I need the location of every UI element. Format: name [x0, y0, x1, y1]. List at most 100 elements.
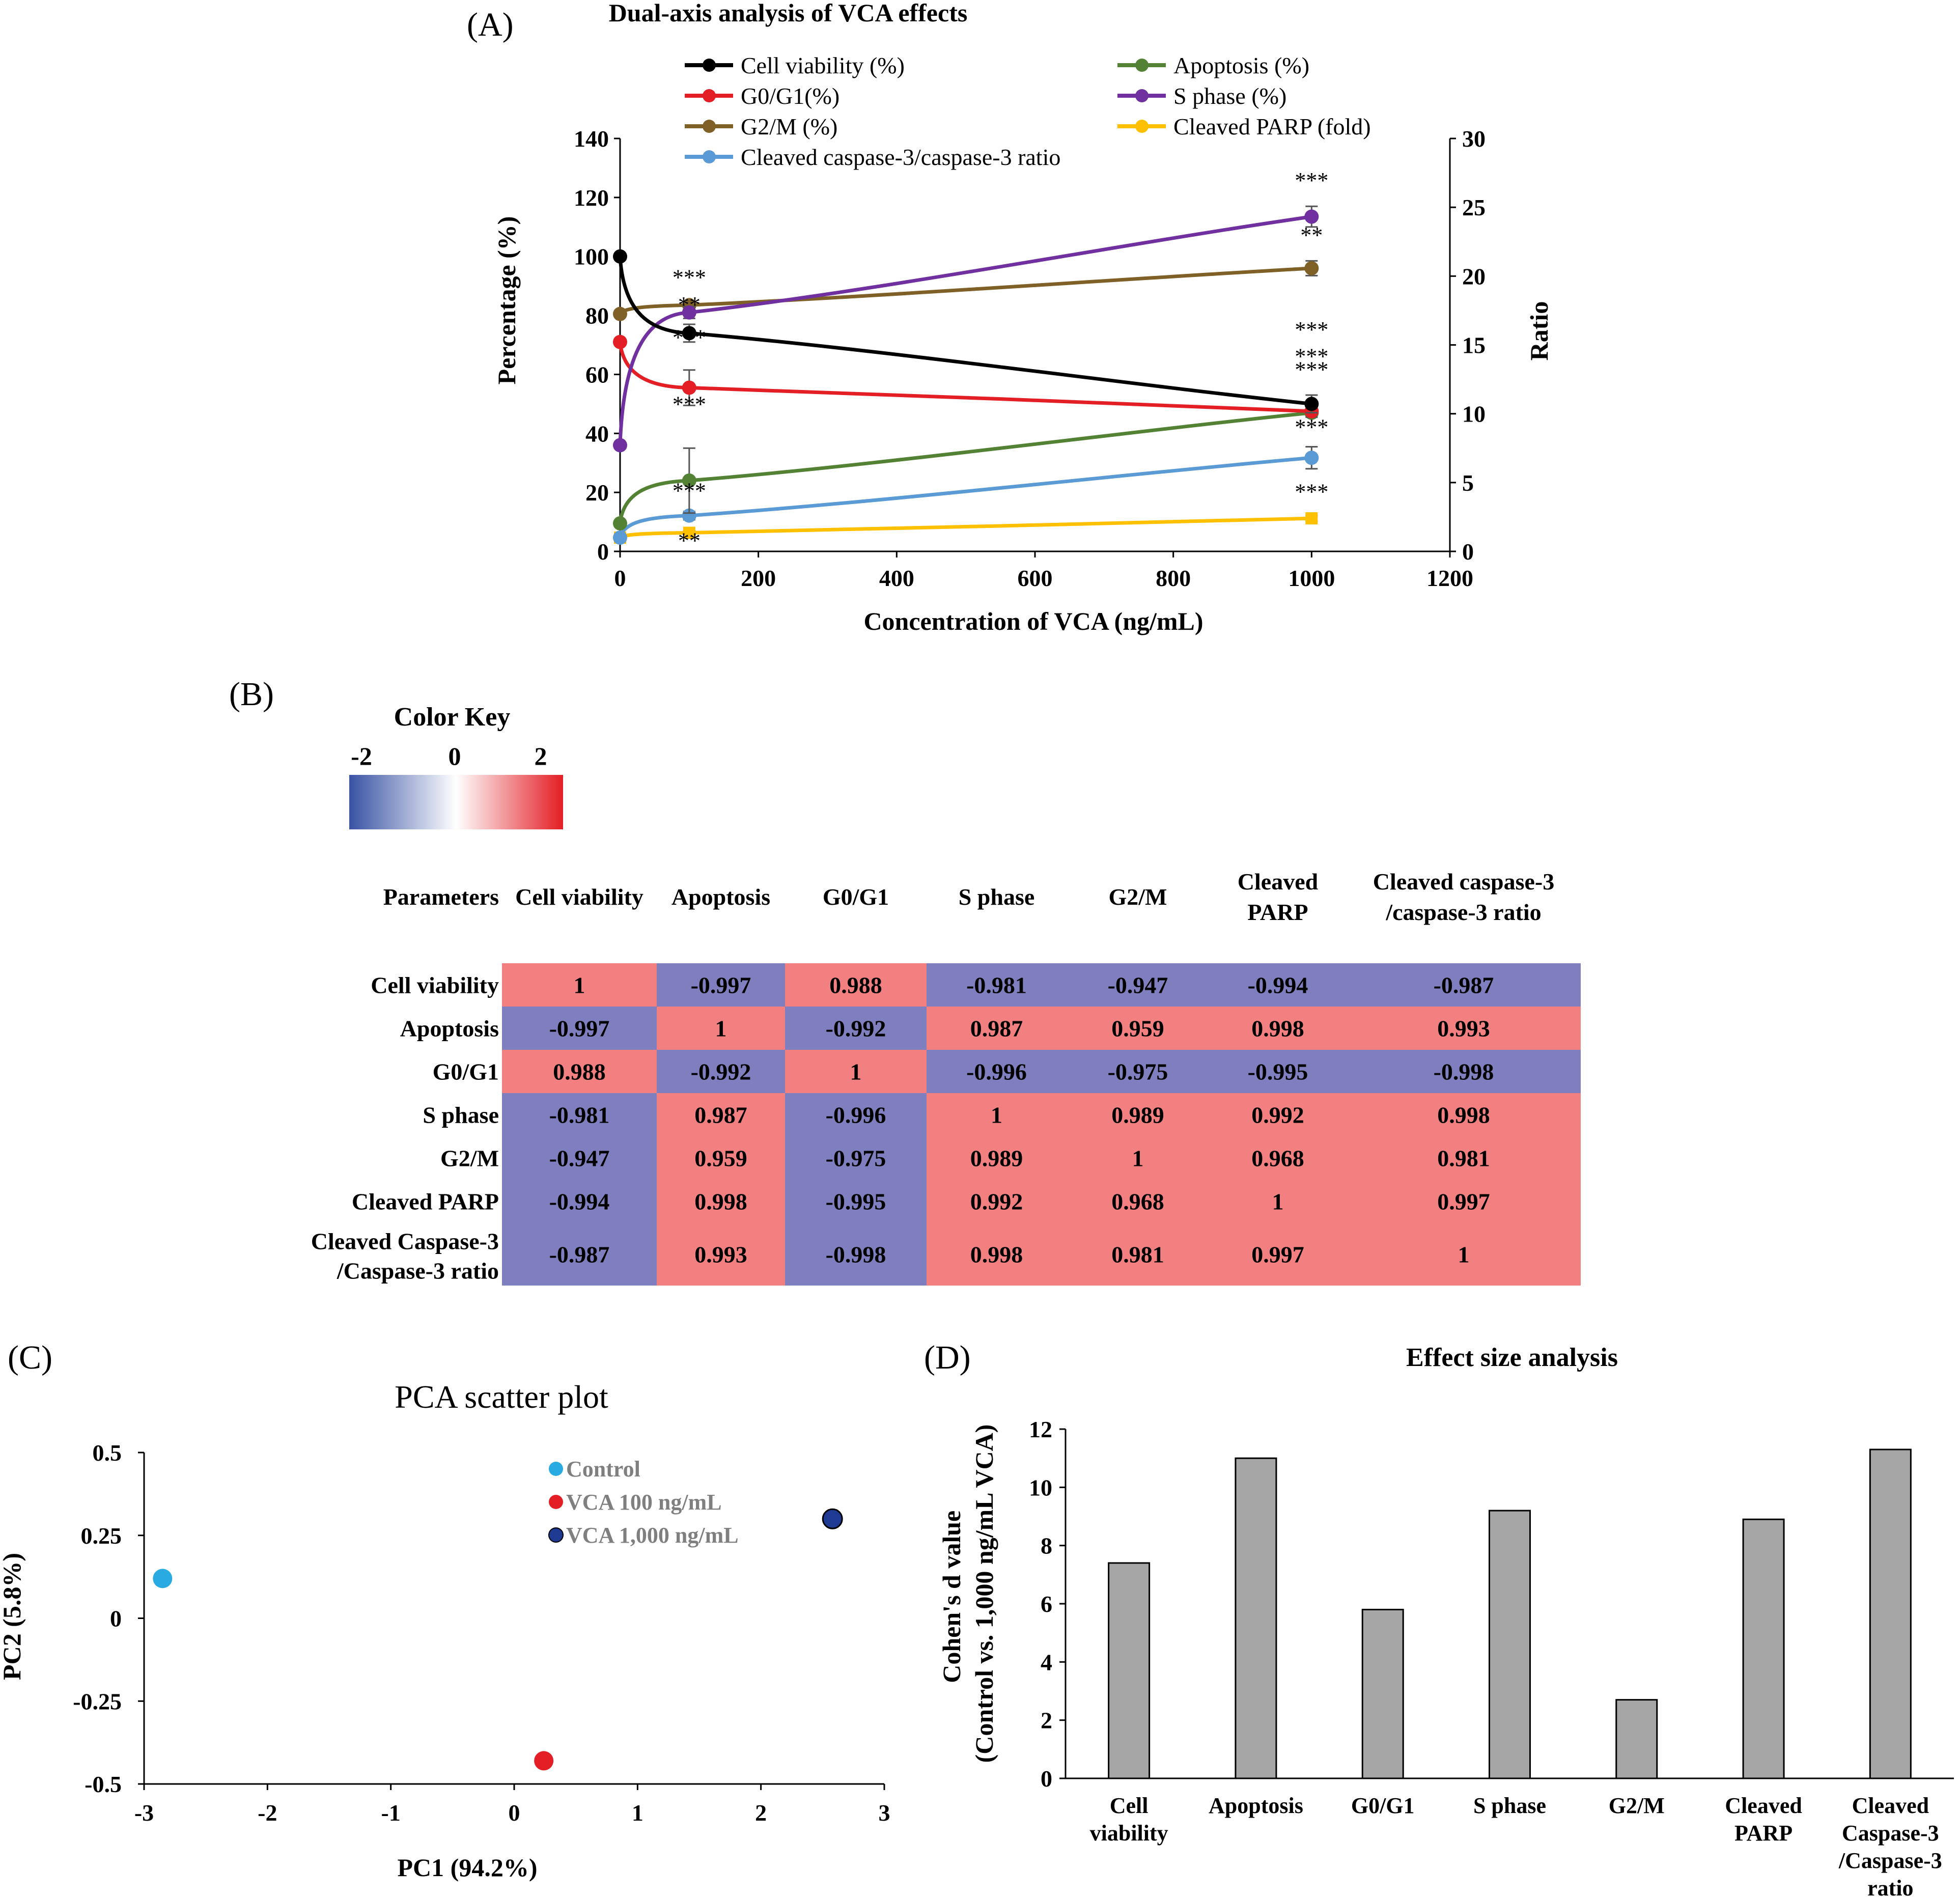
heatmap-cell-value: -0.995 — [826, 1189, 886, 1215]
series-s-phase — [613, 205, 1319, 453]
heatmap-cell-value: 1 — [850, 1059, 862, 1085]
chart-a-y2-tick-label: 30 — [1462, 126, 1486, 152]
heatmap-row-label: S phase — [423, 1102, 499, 1128]
bar-category-label-line: G2/M — [1609, 1793, 1665, 1818]
heatmap-cell-value: 0.968 — [1251, 1146, 1304, 1171]
data-point — [682, 326, 696, 341]
bar-category-label: G2/M — [1609, 1793, 1665, 1818]
heatmap-cell — [927, 1180, 1067, 1223]
heatmap-col-header: Cleaved — [1238, 869, 1319, 895]
heatmap-cell-value: 0.997 — [1251, 1242, 1304, 1268]
heatmap-cell-value: 1 — [1458, 1242, 1470, 1268]
heatmap-col-header: Cleaved caspase-3 — [1373, 869, 1554, 895]
series-cleaved-parp — [614, 512, 1318, 544]
bar-s-phase — [1489, 1510, 1531, 1779]
heatmap-col-header: PARP — [1247, 899, 1308, 925]
chart-d-ylabel-line2: (Control vs. 1,000 ng/mL VCA) — [970, 1425, 998, 1763]
bar-category-label: S phase — [1473, 1793, 1546, 1818]
heatmap-cell-value: -0.996 — [826, 1102, 886, 1128]
chart-a-ylabel: Percentage (%) — [492, 216, 521, 385]
legend-swatch-marker — [1135, 89, 1149, 102]
panel-d: (D) Effect size analysis 0 2 4 6 8 10 12 Cell v… — [924, 1339, 1954, 1897]
heatmap-cell — [657, 1050, 785, 1093]
heatmap-cell — [927, 1007, 1067, 1050]
heatmap-cell — [657, 1093, 785, 1136]
series-line-s-phase — [618, 215, 1312, 445]
bar-category-label-line: ratio — [1867, 1876, 1913, 1897]
bar-category-label-line: Cell — [1110, 1793, 1149, 1818]
heatmap-cell — [657, 1180, 785, 1223]
heatmap-cell-value: -0.981 — [549, 1102, 610, 1128]
data-point — [682, 508, 696, 523]
data-point — [613, 516, 627, 531]
chart-a-title: Dual-axis analysis of VCA effects — [609, 0, 968, 27]
heatmap-cell-value: 1 — [715, 1016, 727, 1042]
heatmap-cell-value: 0.993 — [1437, 1016, 1490, 1042]
color-key-tick-min: -2 — [351, 742, 372, 770]
legend-item-g0g1: G0/G1(%) — [685, 83, 839, 109]
heatmap-cell-value: -0.995 — [1248, 1059, 1308, 1085]
bar-category-label: Apoptosis — [1209, 1793, 1303, 1818]
bar-category-label-line: Cleaved — [1852, 1793, 1929, 1818]
chart-c-x-tick-label: 2 — [755, 1800, 767, 1826]
legend-swatch-marker — [703, 150, 716, 163]
bar-apoptosis — [1235, 1457, 1277, 1779]
heatmap-cell — [1067, 1093, 1209, 1136]
legend-swatch-marker — [1135, 120, 1149, 133]
legend-marker — [549, 1462, 563, 1476]
bar-cleaved-parp — [1742, 1518, 1785, 1779]
heatmap-row-label: G2/M — [440, 1146, 499, 1171]
heatmap-cell — [785, 1180, 927, 1223]
heatmap-cell-value: -0.992 — [826, 1016, 886, 1042]
heatmap-cell-value: 0.989 — [1111, 1102, 1164, 1128]
heatmap-cell — [502, 1223, 657, 1286]
chart-c-x-tick-label: 3 — [879, 1800, 890, 1826]
data-point — [1305, 512, 1318, 525]
significance-label: *** — [1295, 317, 1328, 342]
heatmap-cell-value: 0.987 — [694, 1102, 747, 1128]
chart-d-y-tick-label: 6 — [1041, 1591, 1052, 1617]
chart-a-y2-tick-label: 0 — [1462, 539, 1474, 565]
heatmap-cell — [927, 1050, 1067, 1093]
heatmap-cell-value: -0.996 — [966, 1059, 1027, 1085]
chart-a-y-tick-label: 140 — [574, 126, 609, 152]
significance-label: *** — [1295, 415, 1328, 440]
data-point — [613, 530, 627, 545]
chart-c-title: PCA scatter plot — [395, 1379, 608, 1415]
chart-a-series: ************************************ — [613, 168, 1328, 553]
color-key-gradient — [349, 775, 563, 829]
heatmap-col-header: Cell viability — [515, 884, 643, 910]
data-point — [1304, 261, 1319, 275]
panel-label-b: (B) — [229, 676, 274, 713]
heatmap-cell-value: -0.981 — [966, 972, 1027, 998]
data-point — [683, 526, 695, 539]
data-point — [682, 380, 696, 395]
heatmap-cell-value: 0.959 — [694, 1146, 747, 1171]
legend-label: Apoptosis (%) — [1173, 52, 1309, 78]
heatmap-col-header: G0/G1 — [823, 884, 889, 910]
heatmap-cell — [1209, 1136, 1347, 1180]
heatmap-cell-value: 0.992 — [1251, 1102, 1304, 1128]
bar-category-label-line: Cleaved — [1725, 1793, 1802, 1818]
chart-a-y-tick-label: 40 — [585, 421, 609, 447]
heatmap-cell — [502, 963, 657, 1007]
legend-swatch-marker — [703, 120, 716, 133]
legend-label: G2/M (%) — [741, 114, 837, 140]
heatmap-cell-value: -0.992 — [691, 1059, 751, 1085]
heatmap-cell-value: 1 — [991, 1102, 1002, 1128]
heatmap-cell — [927, 1093, 1067, 1136]
heatmap-cell — [502, 1050, 657, 1093]
chart-a-x-tick-label: 800 — [1156, 565, 1191, 591]
chart-a-x-tick-label: 600 — [1018, 565, 1053, 591]
significance-label: ** — [1300, 222, 1323, 247]
legend-item-control: Control — [549, 1457, 640, 1482]
heatmap-cell — [1067, 1007, 1209, 1050]
heatmap-cell — [1347, 1050, 1581, 1093]
heatmap-cell — [657, 1007, 785, 1050]
chart-a-y2-tick-label: 5 — [1462, 470, 1474, 496]
data-point — [1304, 397, 1319, 411]
chart-a-y-tick-label: 120 — [574, 185, 609, 211]
heatmap: Cell viability Apoptosis G0/G1 S phase G2/M C… — [311, 869, 1581, 1286]
heatmap-cell-value: -0.997 — [549, 1016, 610, 1042]
chart-d-y-tick-label: 10 — [1029, 1474, 1052, 1500]
